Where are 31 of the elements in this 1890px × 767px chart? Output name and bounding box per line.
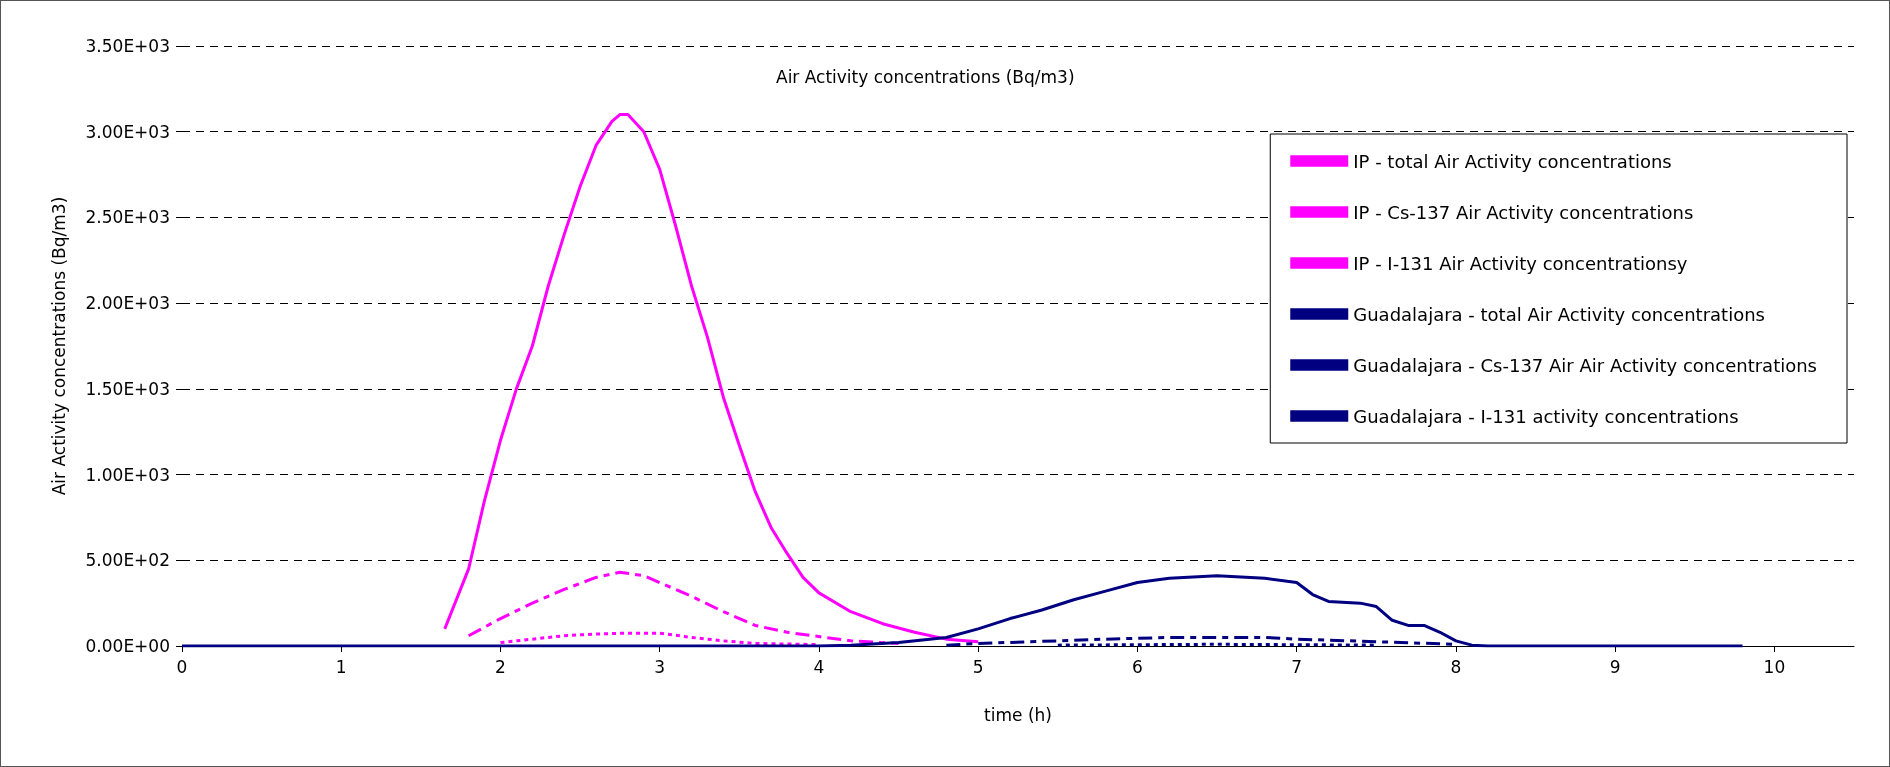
line-series: [467, 570, 901, 645]
y-axis-title: Air Activity concentrations (Bq/m3): [48, 196, 69, 496]
x-axis-title: time (h): [984, 704, 1052, 725]
legend-label: Guadalajara - Cs-137 Air Air Activity concentrations: [1353, 354, 1817, 376]
x-tick-label: 0: [176, 656, 188, 677]
x-tick-label: 3: [654, 656, 666, 677]
legend-label: Guadalajara - total Air Activity concentrations: [1353, 303, 1765, 325]
legend-label: IP - Cs-137 Air Activity concentrations: [1353, 201, 1694, 223]
x-tick-label: 9: [1609, 656, 1621, 677]
y-tick-label: 2.50E+03: [85, 207, 170, 228]
y-tick-label: 0.00E+00: [85, 636, 170, 656]
y-tick-label: 3.00E+03: [85, 121, 170, 142]
x-tick-label: 2: [495, 656, 506, 677]
y-tick-label: 3.50E+03: [85, 36, 170, 56]
legend-label: IP - total Air Activity concentrations: [1353, 150, 1672, 172]
x-tick-label: 8: [1450, 656, 1462, 677]
text: Air Activity concentrations (Bq/m3): [776, 66, 1075, 87]
x-tick-label: 10: [1763, 656, 1786, 677]
y-tick-label: 1.00E+03: [85, 464, 170, 485]
y-tick-label: 1.50E+03: [85, 378, 170, 399]
line-series: [443, 113, 980, 644]
legend-label: Guadalajara - I-131 activity concentrations: [1353, 405, 1739, 427]
y-tick-label: 5.00E+02: [85, 550, 170, 571]
x-tick-label: 7: [1291, 656, 1303, 677]
x-tick-label: 6: [1132, 656, 1143, 677]
x-tick-label: 5: [972, 656, 984, 677]
legend-label: IP - I-131 Air Activity concentrationsy: [1353, 252, 1688, 274]
y-tick-label: 2.00E+03: [85, 293, 170, 314]
line-series: [180, 574, 1745, 648]
x-tick-label: 1: [335, 656, 347, 677]
x-tick-label: 4: [813, 656, 825, 677]
